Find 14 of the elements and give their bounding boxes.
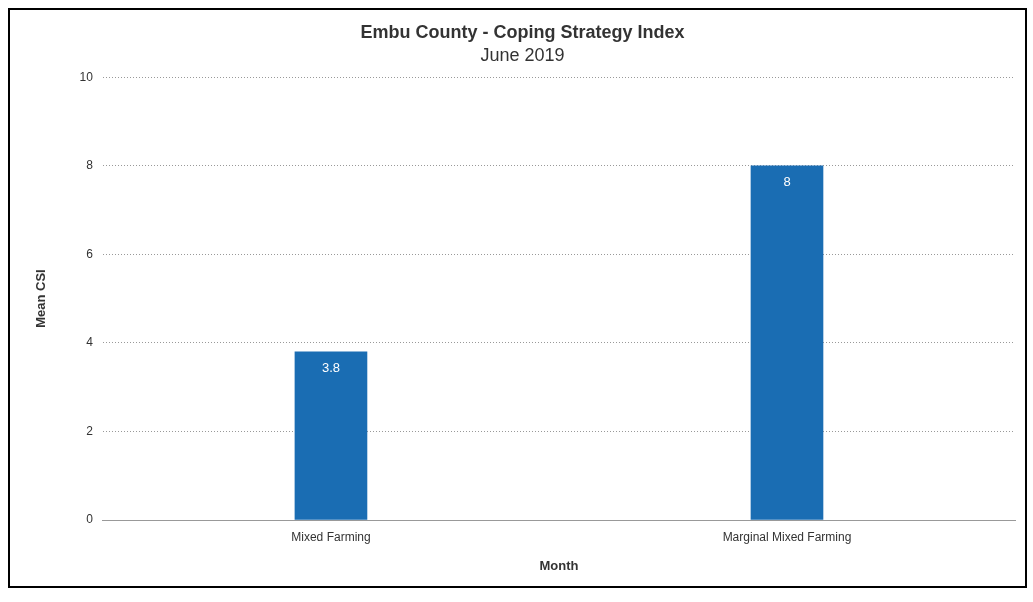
y-axis-title: Mean CSI	[33, 269, 49, 328]
x-tick-label: Mixed Farming	[291, 529, 371, 544]
y-tick-label: 10	[79, 69, 94, 84]
y-tick-label: 6	[86, 246, 94, 261]
chart-title: Embu County - Coping Strategy Index	[360, 21, 685, 42]
y-tick-label: 8	[86, 158, 94, 173]
data-label: 8	[783, 173, 791, 189]
y-tick-label: 2	[86, 423, 94, 438]
x-tick-label: Marginal Mixed Farming	[722, 529, 852, 544]
y-tick-label: 0	[86, 512, 94, 527]
chart-subtitle: June 2019	[480, 45, 565, 66]
x-axis-title: Month	[539, 557, 579, 573]
y-tick-label: 4	[86, 335, 94, 350]
data-label: 3.8	[321, 359, 340, 375]
